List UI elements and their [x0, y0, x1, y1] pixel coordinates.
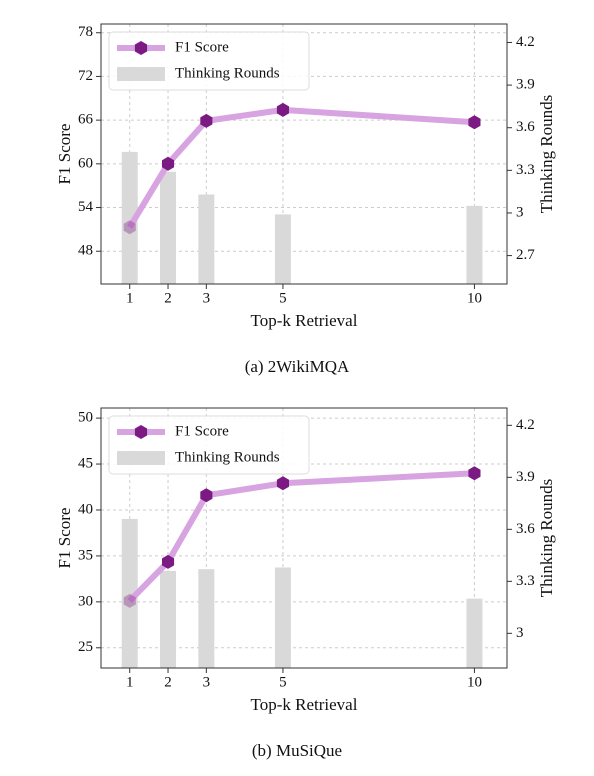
legend-marker: [134, 425, 148, 439]
y-tick-label: 66: [78, 112, 94, 128]
y-tick-label: 30: [78, 593, 93, 609]
y2-axis-label: Thinking Rounds: [537, 479, 556, 598]
marker: [468, 115, 481, 130]
y-tick-label: 60: [78, 155, 93, 171]
legend-marker: [134, 41, 148, 55]
caption: (b) MuSiQue: [252, 741, 342, 760]
marker: [276, 102, 289, 117]
y2-axis-label: Thinking Rounds: [537, 95, 556, 214]
y2-tick-label: 3.3: [516, 573, 535, 589]
y2-tick-label: 4.2: [516, 34, 535, 50]
y2-tick-label: 3.9: [516, 77, 535, 93]
marker: [200, 488, 213, 503]
y-tick-label: 40: [78, 501, 93, 517]
y-tick-label: 35: [78, 547, 93, 563]
marker: [162, 156, 175, 171]
y2-tick-label: 3.6: [516, 119, 535, 135]
plot-frame: [100, 23, 508, 285]
x-axis-label: Top-k Retrieval: [251, 311, 358, 330]
y-axis-label: F1 Score: [55, 508, 74, 569]
x-tick-label: 3: [203, 674, 211, 690]
bar: [198, 194, 215, 284]
legend-swatch: [117, 67, 165, 81]
bar: [121, 151, 138, 284]
y-tick-label: 54: [78, 199, 94, 215]
y-tick-label: 25: [78, 639, 93, 655]
legend-label: Thinking Rounds: [175, 449, 280, 465]
x-tick-label: 10: [467, 674, 482, 690]
bar: [466, 205, 483, 284]
marker: [200, 113, 213, 128]
legend-label: Thinking Rounds: [175, 65, 280, 81]
marker: [123, 220, 136, 235]
marker: [468, 466, 481, 481]
bar: [198, 569, 215, 668]
x-tick-label: 5: [279, 290, 287, 306]
bar: [160, 570, 177, 668]
legend-label: F1 Score: [175, 39, 229, 55]
marker: [162, 554, 175, 569]
line: [127, 470, 475, 604]
legend-swatch: [117, 451, 165, 465]
bar: [121, 518, 138, 668]
y2-tick-label: 3.3: [516, 162, 535, 178]
x-tick-label: 2: [164, 674, 172, 690]
x-tick-label: 2: [164, 290, 172, 306]
y2-tick-label: 3.6: [516, 521, 535, 537]
y2-tick-label: 3: [516, 204, 524, 220]
y-tick-label: 50: [78, 410, 93, 426]
x-tick-label: 3: [203, 290, 211, 306]
y-axis-label: F1 Score: [55, 124, 74, 185]
legend-label: F1 Score: [175, 423, 229, 439]
y-tick-label: 72: [78, 68, 93, 84]
y2-tick-label: 4.2: [516, 417, 535, 433]
x-axis-label: Top-k Retrieval: [251, 695, 358, 714]
marker: [123, 593, 136, 608]
bar: [274, 214, 291, 284]
y-tick-label: 78: [78, 24, 93, 40]
x-tick-label: 1: [126, 674, 134, 690]
bar: [274, 567, 291, 668]
y2-tick-label: 2.7: [516, 247, 535, 263]
x-tick-label: 1: [126, 290, 134, 306]
y-tick-label: 45: [78, 455, 93, 471]
x-tick-label: 10: [467, 290, 482, 306]
plot-frame: [100, 407, 508, 669]
marker: [276, 476, 289, 491]
y-tick-label: 48: [78, 243, 93, 259]
caption: (a) 2WikiMQA: [245, 357, 350, 376]
y2-tick-label: 3: [516, 625, 524, 641]
line: [127, 106, 475, 229]
x-tick-label: 5: [279, 674, 287, 690]
y2-tick-label: 3.9: [516, 469, 535, 485]
bar: [466, 598, 483, 668]
bar: [160, 171, 177, 284]
